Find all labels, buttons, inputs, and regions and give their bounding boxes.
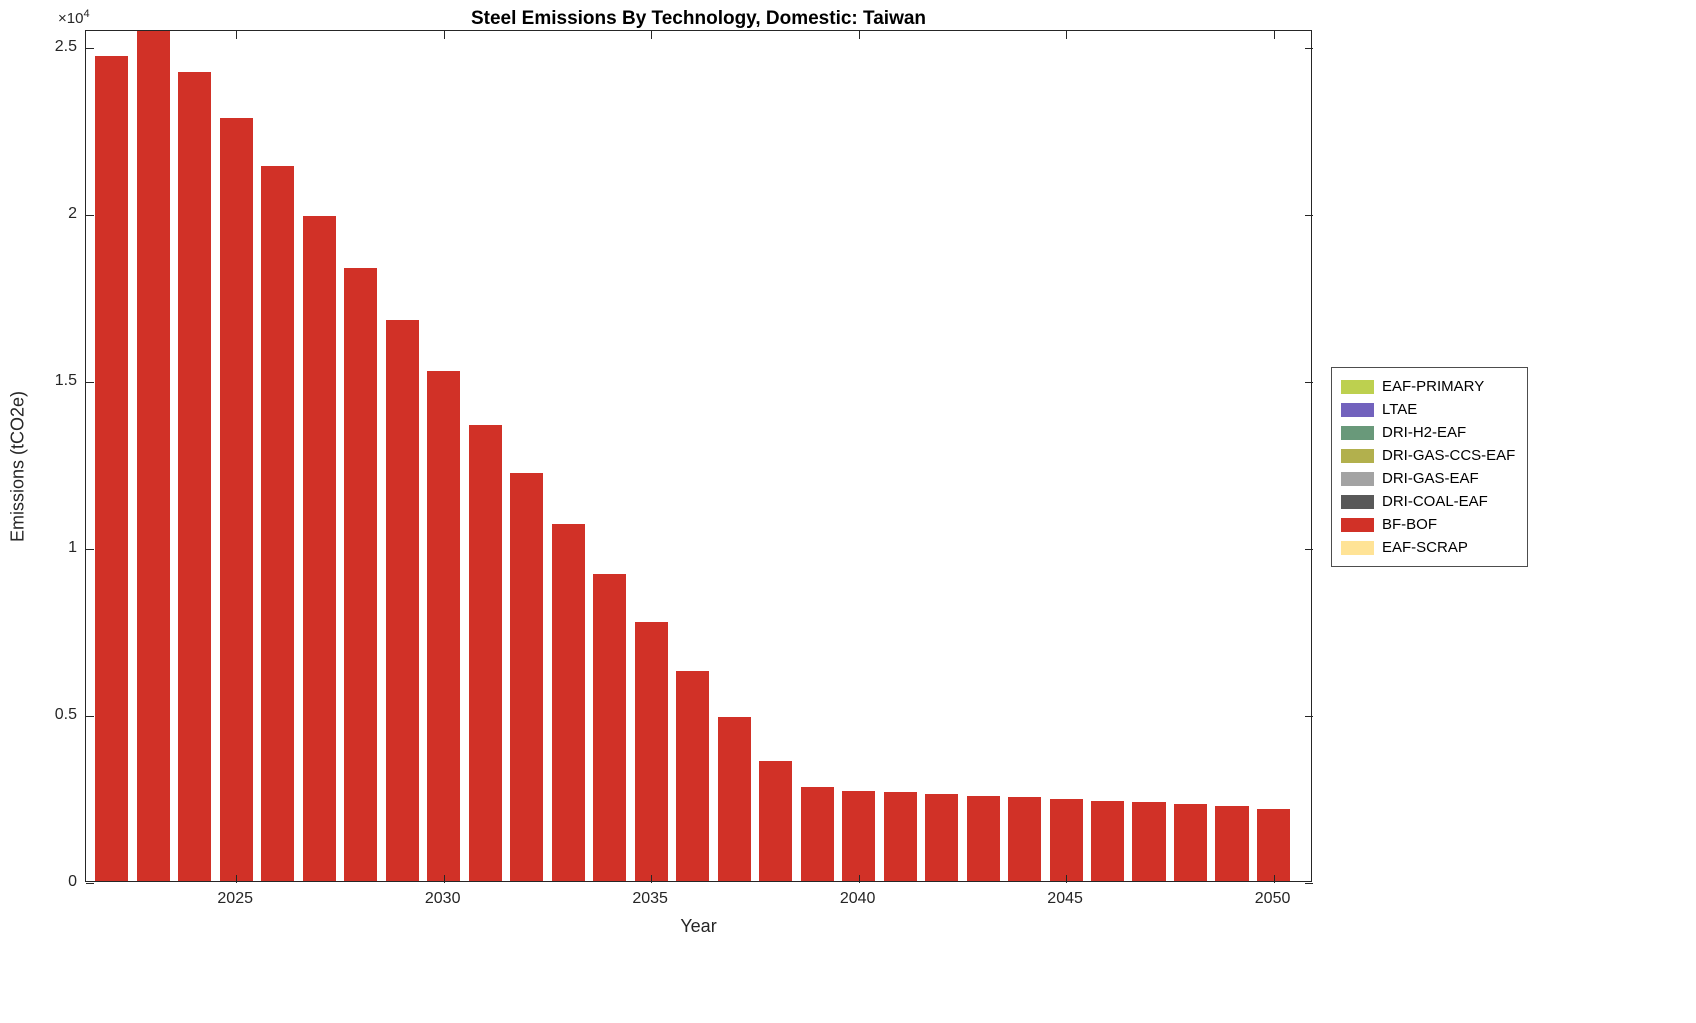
plot-area <box>85 30 1313 884</box>
x-tick-mark <box>651 875 653 883</box>
bar-bf-bof-2044 <box>1008 797 1042 881</box>
legend-label: BF-BOF <box>1382 516 1437 533</box>
x-tick-label: 2050 <box>1254 890 1291 907</box>
x-tick-mark <box>443 875 445 883</box>
bar-bf-bof-2040 <box>842 790 876 881</box>
x-tick-label: 2025 <box>217 890 253 907</box>
y-tick-mark <box>86 715 94 717</box>
legend-label: DRI-GAS-EAF <box>1382 470 1479 487</box>
legend-item-ltae: LTAE <box>1341 398 1515 421</box>
x-tick-mark <box>1273 875 1275 883</box>
legend-item-bf-bof: BF-BOF <box>1341 513 1515 536</box>
legend-swatch-icon <box>1341 540 1374 555</box>
y-tick-mark <box>1305 381 1313 383</box>
bar-bf-bof-2026 <box>261 166 295 881</box>
legend-item-eaf-primary: EAF-PRIMARY <box>1341 375 1515 398</box>
y-axis-multiplier: ×104 <box>58 8 90 27</box>
x-tick-mark <box>1066 31 1068 39</box>
y-tick-label: 2.5 <box>54 37 77 55</box>
y-tick-label: 1 <box>68 538 77 556</box>
x-tick-label: 2040 <box>839 890 876 907</box>
x-tick-label: 2030 <box>424 890 461 907</box>
y-tick-mark <box>1305 715 1313 717</box>
y-tick-label: 1.5 <box>54 371 77 389</box>
y-tick-mark <box>1305 548 1313 550</box>
y-tick-label: 2 <box>68 204 77 222</box>
x-tick-mark <box>858 31 860 39</box>
y-tick-label: 0.5 <box>54 705 77 723</box>
legend-label: LTAE <box>1382 401 1418 418</box>
bar-bf-bof-2041 <box>883 792 917 881</box>
bar-bf-bof-2048 <box>1173 804 1208 881</box>
legend-label: EAF-PRIMARY <box>1382 378 1485 395</box>
bar-bf-bof-2022 <box>95 55 129 881</box>
legend-swatch-icon <box>1341 448 1374 463</box>
bar-bf-bof-2050 <box>1256 809 1291 881</box>
x-tick-mark <box>1273 31 1275 39</box>
legend-item-dri-gas-ccs-eaf: DRI-GAS-CCS-EAF <box>1341 444 1515 467</box>
legend-swatch-icon <box>1341 517 1374 532</box>
legend-swatch-icon <box>1341 425 1374 440</box>
x-tick-label: 2045 <box>1047 890 1083 907</box>
y-tick-label: 0 <box>68 873 77 890</box>
legend-swatch-icon <box>1341 471 1374 486</box>
bar-bf-bof-2047 <box>1132 802 1166 881</box>
y-axis-label: Emissions (tCO2e) <box>7 390 28 543</box>
y-tick-mark <box>86 883 94 884</box>
legend-item-eaf-scrap: EAF-SCRAP <box>1341 536 1515 559</box>
y-tick-mark <box>86 381 94 383</box>
x-tick-mark <box>1066 875 1068 883</box>
x-tick-mark <box>651 31 653 39</box>
legend-swatch-icon <box>1341 402 1374 417</box>
legend-swatch-icon <box>1341 494 1374 509</box>
bar-bf-bof-2027 <box>302 216 336 881</box>
bar-bf-bof-2030 <box>427 371 461 881</box>
legend-label: DRI-H2-EAF <box>1382 424 1467 441</box>
legend: EAF-PRIMARY LTAE DRI-H2-EAF DRI-GAS-CCS-EAF… <box>1331 367 1529 567</box>
legend-item-dri-gas-eaf: DRI-GAS-EAF <box>1341 467 1515 490</box>
x-tick-mark <box>236 875 238 883</box>
bar-bf-bof-2045 <box>1049 799 1083 881</box>
bar-bf-bof-2025 <box>219 117 253 881</box>
x-tick-mark <box>858 875 860 883</box>
y-tick-mark <box>86 214 94 216</box>
legend-item-dri-h2-eaf: DRI-H2-EAF <box>1341 421 1515 444</box>
chart-title: Steel Emissions By Technology, Domestic:… <box>470 8 927 29</box>
bar-bf-bof-2037 <box>717 717 751 881</box>
bar-bf-bof-2029 <box>385 319 419 881</box>
bar-bf-bof-2043 <box>966 795 1000 881</box>
bar-bf-bof-2039 <box>800 787 834 881</box>
legend-label: DRI-COAL-EAF <box>1382 493 1488 510</box>
y-tick-mark <box>1305 883 1313 884</box>
x-tick-mark <box>443 31 445 39</box>
x-tick-mark <box>236 31 238 39</box>
bar-bf-bof-2031 <box>468 424 502 881</box>
bar-bf-bof-2046 <box>1091 800 1125 881</box>
bar-bf-bof-2036 <box>676 670 710 881</box>
legend-label: EAF-SCRAP <box>1382 539 1468 556</box>
y-tick-mark <box>1305 214 1313 216</box>
bar-bf-bof-2035 <box>634 622 668 881</box>
bar-bf-bof-2033 <box>551 523 585 881</box>
x-tick-label: 2035 <box>632 890 668 907</box>
legend-item-dri-coal-eaf: DRI-COAL-EAF <box>1341 490 1515 513</box>
bar-bf-bof-2024 <box>178 72 212 881</box>
bar-bf-bof-2042 <box>925 794 959 881</box>
y-tick-mark <box>86 548 94 550</box>
bar-bf-bof-2028 <box>344 267 378 881</box>
bar-bf-bof-2032 <box>510 473 544 881</box>
bar-bf-bof-2049 <box>1215 805 1249 881</box>
y-tick-mark <box>86 47 94 49</box>
legend-label: DRI-GAS-CCS-EAF <box>1382 447 1516 464</box>
y-tick-mark <box>1305 47 1313 49</box>
x-axis-label: Year <box>680 916 717 936</box>
bar-bf-bof-2023 <box>136 30 170 881</box>
bar-bf-bof-2034 <box>593 573 627 881</box>
legend-swatch-icon <box>1341 379 1374 394</box>
bar-bf-bof-2038 <box>759 760 793 881</box>
